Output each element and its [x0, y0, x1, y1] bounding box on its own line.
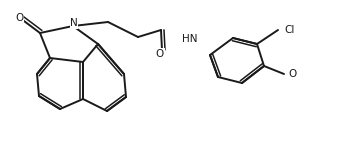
Text: O: O	[156, 49, 164, 59]
Text: N: N	[70, 18, 78, 28]
Text: Cl: Cl	[284, 25, 294, 35]
Text: O: O	[15, 13, 23, 23]
Text: O: O	[288, 69, 296, 79]
Text: HN: HN	[182, 34, 198, 44]
